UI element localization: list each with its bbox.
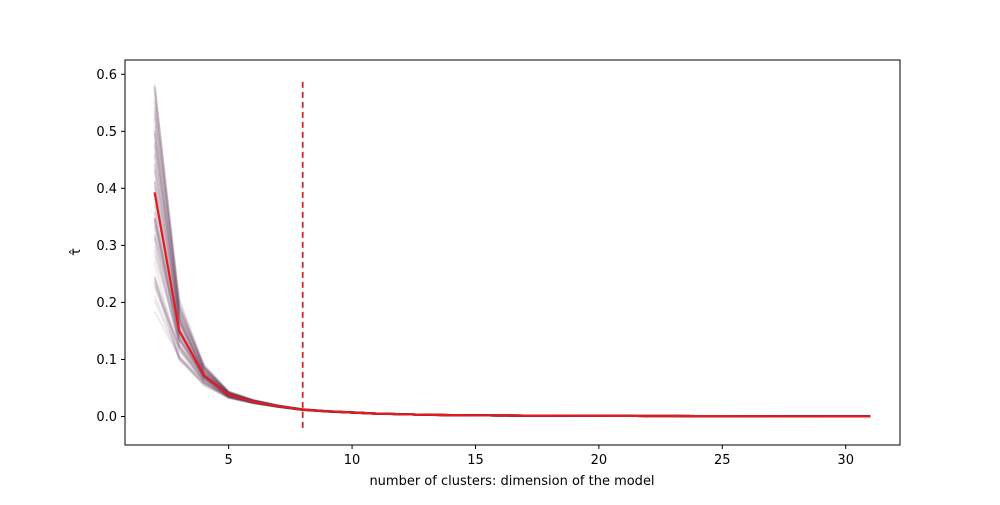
y-tick-label: 0.5 [96,125,117,140]
simulation-run-line [153,236,871,418]
simulation-run-line [153,92,871,418]
y-tick-label: 0.0 [96,410,117,425]
simulation-run-line [153,168,871,418]
y-axis-label: τ̂ [69,248,84,256]
x-tick-label: 25 [714,453,731,468]
simulation-run-line [153,85,871,418]
simulation-run-line [153,86,871,418]
mean-series-line [153,192,871,418]
simulation-run-line [153,152,871,418]
simulation-run-line [153,238,871,418]
y-tick-label: 0.1 [96,353,117,368]
x-axis-ticks: 5 10 15 20 25 30 [225,445,854,468]
simulation-run-line [153,130,871,418]
simulation-run-line [153,99,871,418]
simulation-run-line [153,234,871,418]
simulation-run-line [153,217,871,418]
simulation-run-line [153,192,871,418]
simulation-run-line [153,181,871,418]
simulation-run-line [153,284,871,418]
simulation-run-line [153,132,871,418]
simulation-run-line [153,205,871,418]
x-tick-label: 10 [344,453,361,468]
simulation-run-line [153,163,871,418]
simulation-run-line [153,226,871,418]
simulation-run-line [153,83,871,418]
simulation-run-line [153,146,871,418]
simulation-run-line [153,102,871,418]
x-tick-label: 15 [467,453,484,468]
simulation-run-line [153,154,871,418]
simulation-run-line [153,110,871,418]
simulation-run-line [153,276,871,418]
simulation-run-line [153,117,871,418]
y-axis-ticks: 0.0 0.1 0.2 0.3 0.4 0.5 0.6 [96,68,125,425]
simulation-run-line [153,217,871,418]
x-tick-label: 30 [837,453,854,468]
simulation-run-line [153,130,871,418]
simulation-run-line [153,280,871,418]
y-tick-label: 0.4 [96,182,117,197]
simulation-run-line [153,86,871,418]
simulation-run-line [153,125,871,418]
mean-line [153,192,871,418]
simulation-run-line [153,113,871,418]
y-tick-label: 0.2 [96,296,117,311]
y-tick-label: 0.6 [96,68,117,83]
simulation-run-line [153,249,871,418]
simulation-run-line [153,211,871,418]
simulation-run-line [153,133,871,418]
simulation-run-line [153,224,871,418]
x-tick-label: 20 [591,453,608,468]
simulation-run-line [153,170,871,418]
simulation-run-line [153,107,871,418]
simulation-lines [153,83,871,418]
x-tick-label: 5 [225,453,233,468]
simulation-run-line [153,142,871,418]
simulation-run-line [153,219,871,418]
simulation-run-line [153,261,871,418]
simulation-run-line [153,254,871,418]
x-axis-label: number of clusters: dimension of the mod… [369,474,654,489]
simulation-run-line [153,202,871,418]
simulation-run-line [153,299,871,418]
simulation-run-line [153,163,871,418]
simulation-run-line [153,286,871,418]
simulation-run-line [153,180,871,418]
simulation-run-line [153,277,871,418]
simulation-run-line [153,294,871,418]
simulation-run-line [153,234,871,418]
plot-frame [124,59,901,446]
simulation-run-line [153,142,871,418]
simulation-run-line [153,187,871,418]
simulation-run-line [153,192,871,418]
simulation-run-line [153,311,871,418]
simulation-run-line [153,217,871,418]
simulation-run-line [153,281,871,418]
y-tick-label: 0.3 [96,239,117,254]
simulation-run-line [153,182,871,418]
simulation-run-line [153,276,871,418]
simulation-run-line [153,218,871,418]
simulation-run-line [153,245,871,418]
simulation-run-line [153,212,871,418]
